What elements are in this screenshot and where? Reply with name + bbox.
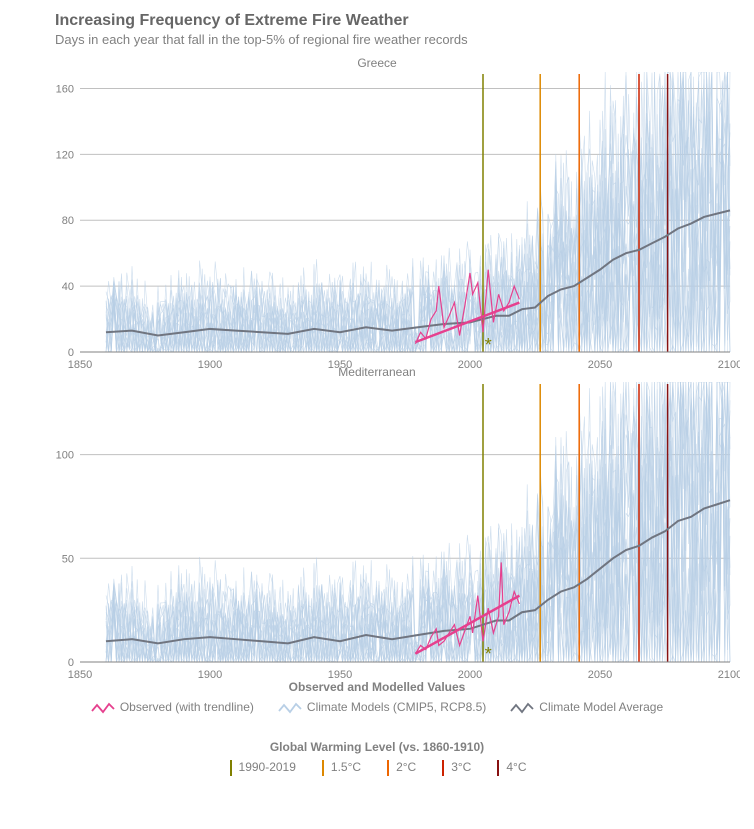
- svg-text:1850: 1850: [68, 359, 92, 371]
- legend2-header: Global Warming Level (vs. 1860-1910): [0, 740, 754, 754]
- legend-item: 1990-2019: [228, 760, 296, 776]
- svg-text:2000: 2000: [458, 359, 482, 371]
- legend-label: Climate Model Average: [539, 700, 663, 714]
- legend-label: 1.5°C: [331, 760, 361, 774]
- legend-label: Observed (with trendline): [120, 700, 254, 714]
- legend-label: 1990-2019: [239, 760, 296, 774]
- legend-item: Climate Models (CMIP5, RCP8.5): [278, 700, 486, 715]
- svg-text:100: 100: [56, 450, 74, 462]
- svg-text:0: 0: [68, 657, 74, 669]
- svg-text:2050: 2050: [588, 359, 612, 371]
- legend-item: 1.5°C: [320, 760, 361, 776]
- legend-item: 2°C: [385, 760, 416, 776]
- legend-item: Observed (with trendline): [91, 700, 254, 715]
- svg-text:40: 40: [62, 281, 74, 293]
- mediterranean-chart: 050100*185019001950200020502100: [40, 382, 740, 692]
- legend-label: 3°C: [451, 760, 471, 774]
- legend1-row: Observed (with trendline) Climate Models …: [0, 700, 754, 715]
- legend-label: Climate Models (CMIP5, RCP8.5): [307, 700, 486, 714]
- chart-subtitle: Days in each year that fall in the top-5…: [55, 32, 468, 47]
- legend-item: Climate Model Average: [510, 700, 663, 715]
- svg-text:120: 120: [56, 149, 74, 161]
- chart-container: Increasing Frequency of Extreme Fire Wea…: [0, 0, 754, 829]
- legend1-header: Observed and Modelled Values: [0, 680, 754, 694]
- legend-item: 3°C: [440, 760, 471, 776]
- chart-title: Increasing Frequency of Extreme Fire Wea…: [55, 12, 409, 30]
- svg-text:2100: 2100: [718, 359, 740, 371]
- svg-text:*: *: [485, 644, 492, 664]
- svg-text:1900: 1900: [198, 359, 222, 371]
- legend2-row: 1990-2019 1.5°C 2°C 3°C 4°C: [0, 760, 754, 776]
- greece-chart: 04080120160*185019001950200020502100: [40, 72, 740, 382]
- legend-label: 4°C: [506, 760, 526, 774]
- svg-text:50: 50: [62, 553, 74, 565]
- svg-text:160: 160: [56, 83, 74, 95]
- svg-text:0: 0: [68, 347, 74, 359]
- svg-text:80: 80: [62, 215, 74, 227]
- legend-label: 2°C: [396, 760, 416, 774]
- legend-item: 4°C: [495, 760, 526, 776]
- panel1-title: Greece: [0, 56, 754, 70]
- svg-text:1950: 1950: [328, 359, 352, 371]
